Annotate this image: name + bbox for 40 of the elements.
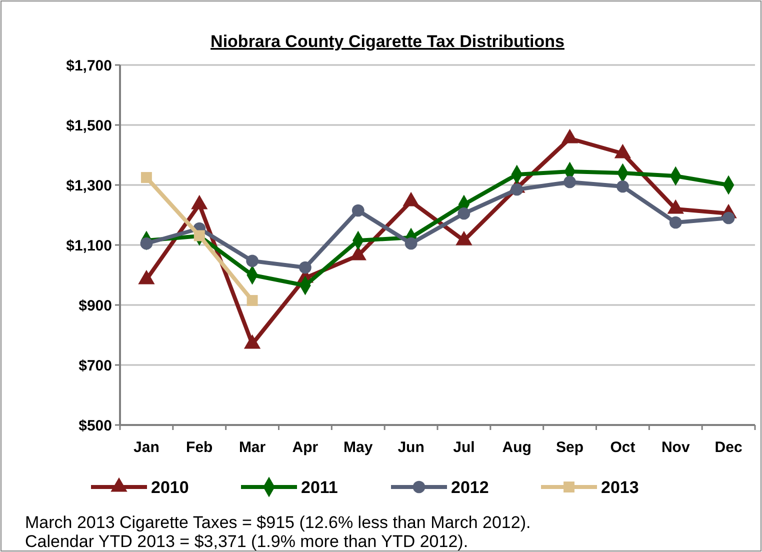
point <box>194 230 205 242</box>
point <box>616 180 629 193</box>
point <box>458 207 470 220</box>
point <box>352 204 364 217</box>
y-tick-label: $1,500 <box>66 117 112 134</box>
point <box>246 254 258 268</box>
point <box>722 212 735 224</box>
point <box>246 295 258 306</box>
x-tick-label: Oct <box>610 439 636 456</box>
y-tick-label: $1,300 <box>66 177 112 194</box>
text: March 2013 Cigarette Taxes = $915 (12.6% less than March 2012). <box>25 513 531 532</box>
legend-label: 2013 <box>601 478 639 497</box>
x-tick-label: Sep <box>556 439 584 456</box>
y-tick-label: $500 <box>78 417 112 434</box>
x-tick-label: Feb <box>186 439 213 456</box>
y-tick-label: $700 <box>78 357 112 374</box>
point <box>299 261 312 274</box>
x-tick-label: Nov <box>661 439 690 456</box>
point <box>669 216 682 229</box>
point <box>510 183 524 196</box>
x-tick-label: Aug <box>502 439 532 456</box>
legend-label: 2011 <box>301 478 338 497</box>
point <box>140 237 153 250</box>
x-tick-label: Dec <box>714 439 742 456</box>
legend-label: 2010 <box>151 478 189 497</box>
text: Calendar YTD 2013 = $3,371 (1.9% more than YTD 2012). <box>25 532 468 551</box>
y-tick-label: $1,100 <box>66 237 112 254</box>
x-tick-label: Mar <box>238 439 266 456</box>
x-tick-label: Apr <box>292 439 318 456</box>
y-tick-label: $1,700 <box>66 57 112 74</box>
x-tick-label: Jun <box>398 439 424 456</box>
x-tick-label: Jan <box>134 439 160 456</box>
point <box>140 172 152 183</box>
x-tick-label: Jul <box>453 439 475 456</box>
point <box>404 237 418 250</box>
y-tick-label: $900 <box>78 297 112 314</box>
legend-label: 2012 <box>451 478 489 497</box>
chart-title: Niobrara County Cigarette Tax Distributions <box>210 32 564 51</box>
point <box>564 176 576 188</box>
x-tick-label: May <box>344 439 374 456</box>
